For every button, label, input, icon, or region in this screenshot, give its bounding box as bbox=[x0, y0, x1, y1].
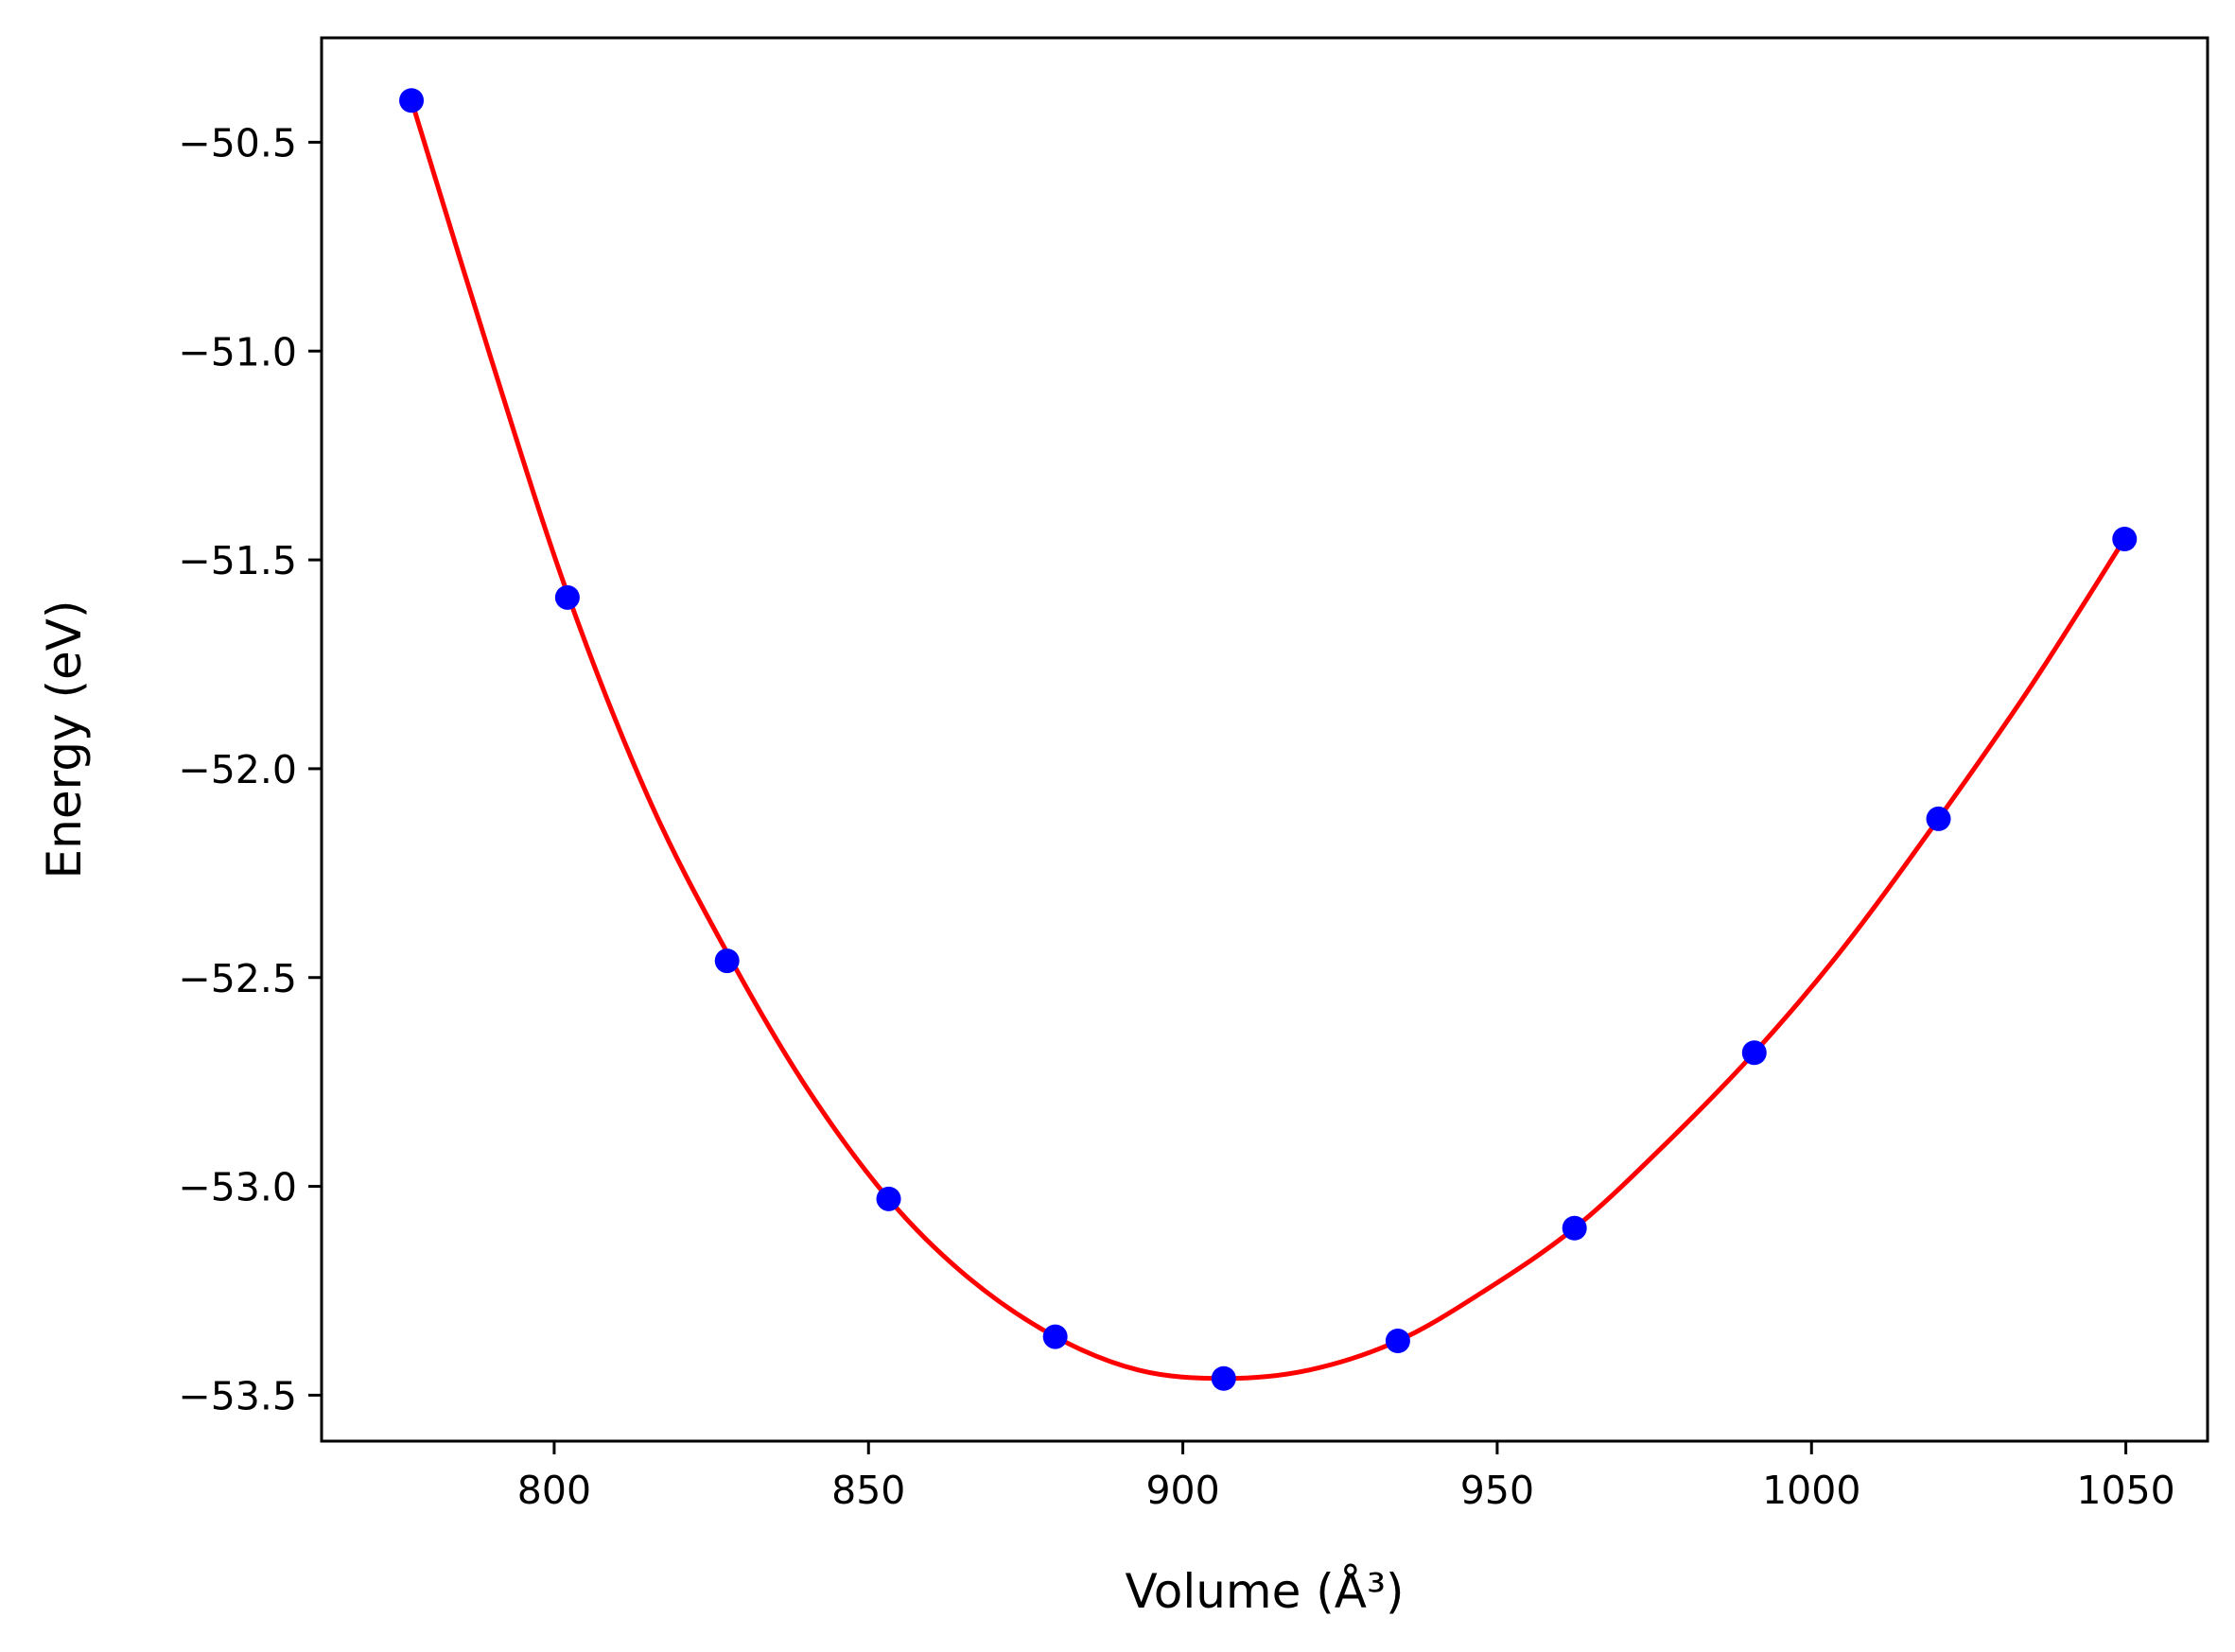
x-tick-label: 800 bbox=[517, 1468, 591, 1513]
plot-area bbox=[399, 88, 2138, 1391]
data-point bbox=[2112, 527, 2138, 551]
data-point bbox=[1385, 1329, 1410, 1353]
y-tick-label: −53.0 bbox=[178, 1165, 297, 1210]
x-tick-label: 950 bbox=[1460, 1468, 1534, 1513]
x-tick-label: 1000 bbox=[1762, 1468, 1860, 1513]
data-point bbox=[399, 88, 425, 113]
x-tick-label: 850 bbox=[831, 1468, 905, 1513]
data-point bbox=[554, 584, 580, 610]
y-axis-label: Energy (eV) bbox=[37, 600, 92, 879]
data-point bbox=[1562, 1215, 1587, 1241]
y-axis-ticks: −50.5 −51.0 −51.5 −52.0 −52.5 −53.0 −53.5 bbox=[178, 120, 322, 1418]
y-tick-label: −52.5 bbox=[178, 956, 297, 1001]
axes bbox=[320, 36, 2209, 1443]
y-tick-label: −51.0 bbox=[178, 329, 297, 374]
y-tick-label: −52.0 bbox=[178, 747, 297, 792]
data-point bbox=[876, 1186, 901, 1211]
data-point bbox=[1926, 806, 1951, 831]
data-point bbox=[1211, 1365, 1236, 1391]
x-axis-label: Volume (Å³) bbox=[1125, 1564, 1404, 1619]
x-axis-ticks: 800 850 900 950 1000 1050 bbox=[517, 1441, 2175, 1513]
data-point bbox=[1042, 1324, 1068, 1349]
axes-frame bbox=[320, 36, 2209, 1443]
data-point bbox=[714, 948, 740, 974]
y-tick-label: −51.5 bbox=[178, 538, 297, 583]
y-tick-label: −53.5 bbox=[178, 1373, 297, 1418]
x-tick-label: 1050 bbox=[2076, 1468, 2174, 1513]
data-point bbox=[1741, 1040, 1767, 1066]
x-tick-label: 900 bbox=[1145, 1468, 1219, 1513]
fit-curve-line bbox=[409, 99, 2127, 1382]
y-tick-label: −50.5 bbox=[178, 120, 297, 165]
